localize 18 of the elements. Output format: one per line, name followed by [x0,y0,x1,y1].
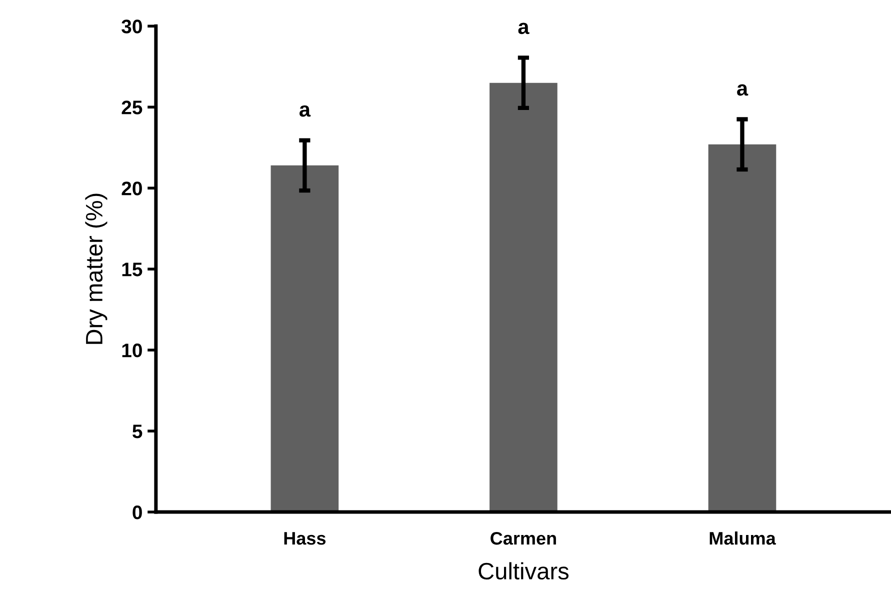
annotation: a [518,22,530,34]
annotation: a [737,84,748,96]
y-tick-label: 20 [122,182,142,196]
bar [708,144,776,512]
annotation: a [300,105,311,117]
y-tick-label: 30 [122,20,142,34]
x-tick-label: Carmen [490,532,556,545]
y-tick-label: 0 [132,505,142,520]
y-tick-label: 5 [132,424,142,438]
x-tick-label: Hass [284,532,326,545]
bar [270,165,339,512]
y-tick-label: 10 [122,344,142,358]
bar [490,82,558,512]
y-axis-title: Dry matter (%) [85,194,108,344]
x-axis-title: Cultivars [478,562,569,580]
y-tick-label: 15 [122,262,142,276]
x-tick-label: Maluma [710,531,776,545]
y-tick-label: 25 [122,100,142,114]
